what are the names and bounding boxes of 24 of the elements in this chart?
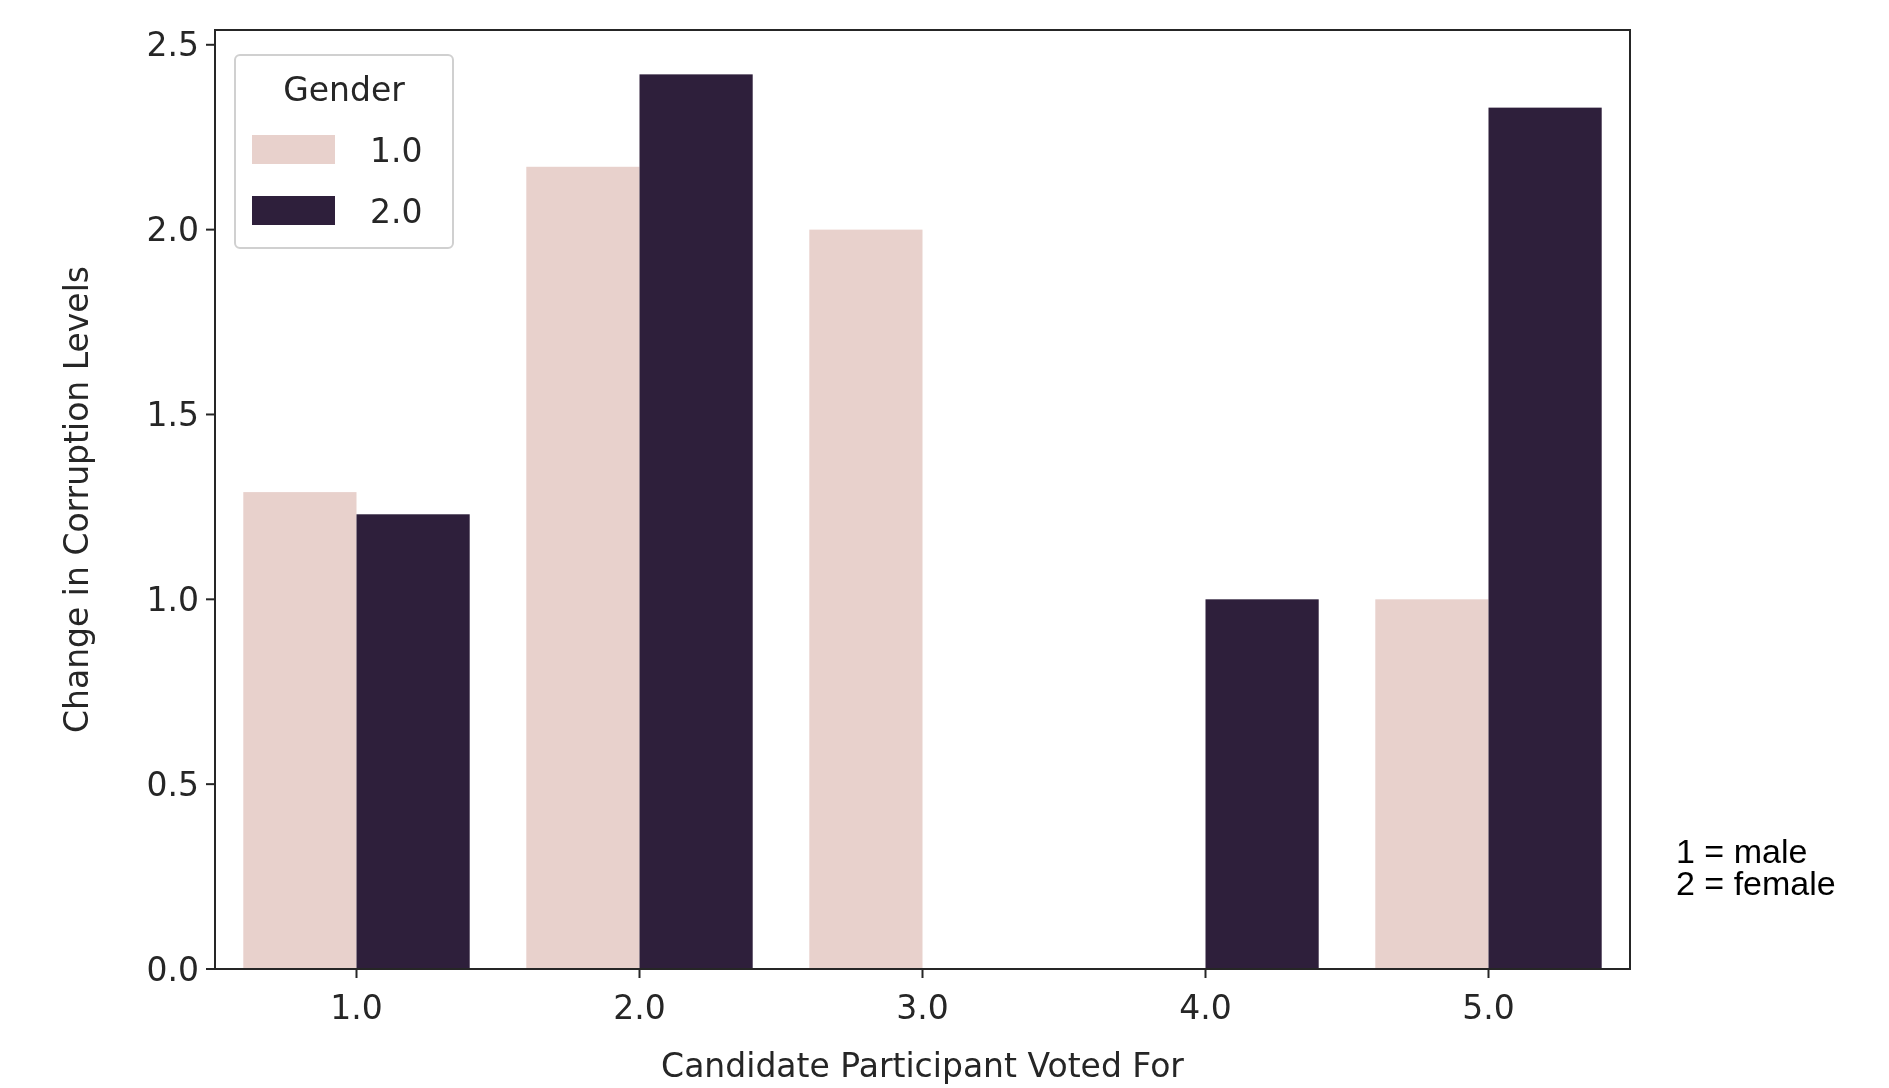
bar xyxy=(243,492,357,969)
bar xyxy=(1205,599,1319,969)
bar xyxy=(1488,107,1602,969)
x-tick-label: 2.0 xyxy=(613,988,666,1027)
y-tick-label: 1.0 xyxy=(146,579,199,619)
x-axis-title: Candidate Participant Voted For xyxy=(661,1046,1185,1085)
bar xyxy=(1375,599,1489,969)
y-tick-label: 0.5 xyxy=(146,764,199,804)
y-tick-label: 0.0 xyxy=(146,949,199,989)
legend-title: Gender xyxy=(283,70,406,109)
bar xyxy=(639,74,753,969)
x-tick-label: 4.0 xyxy=(1179,988,1232,1027)
legend-label: 2.0 xyxy=(370,191,423,231)
x-tick-label: 3.0 xyxy=(896,988,949,1027)
y-tick-label: 2.5 xyxy=(146,25,199,65)
x-tick-label: 1.0 xyxy=(330,988,383,1027)
y-axis-title: Change in Corruption Levels xyxy=(57,265,96,734)
legend-label: 1.0 xyxy=(370,130,423,170)
bar xyxy=(526,166,640,969)
y-tick-label: 2.0 xyxy=(146,210,199,250)
bar xyxy=(809,229,923,969)
y-tick-label: 1.5 xyxy=(146,395,199,435)
bar xyxy=(356,514,470,969)
x-tick-label: 5.0 xyxy=(1462,988,1515,1027)
